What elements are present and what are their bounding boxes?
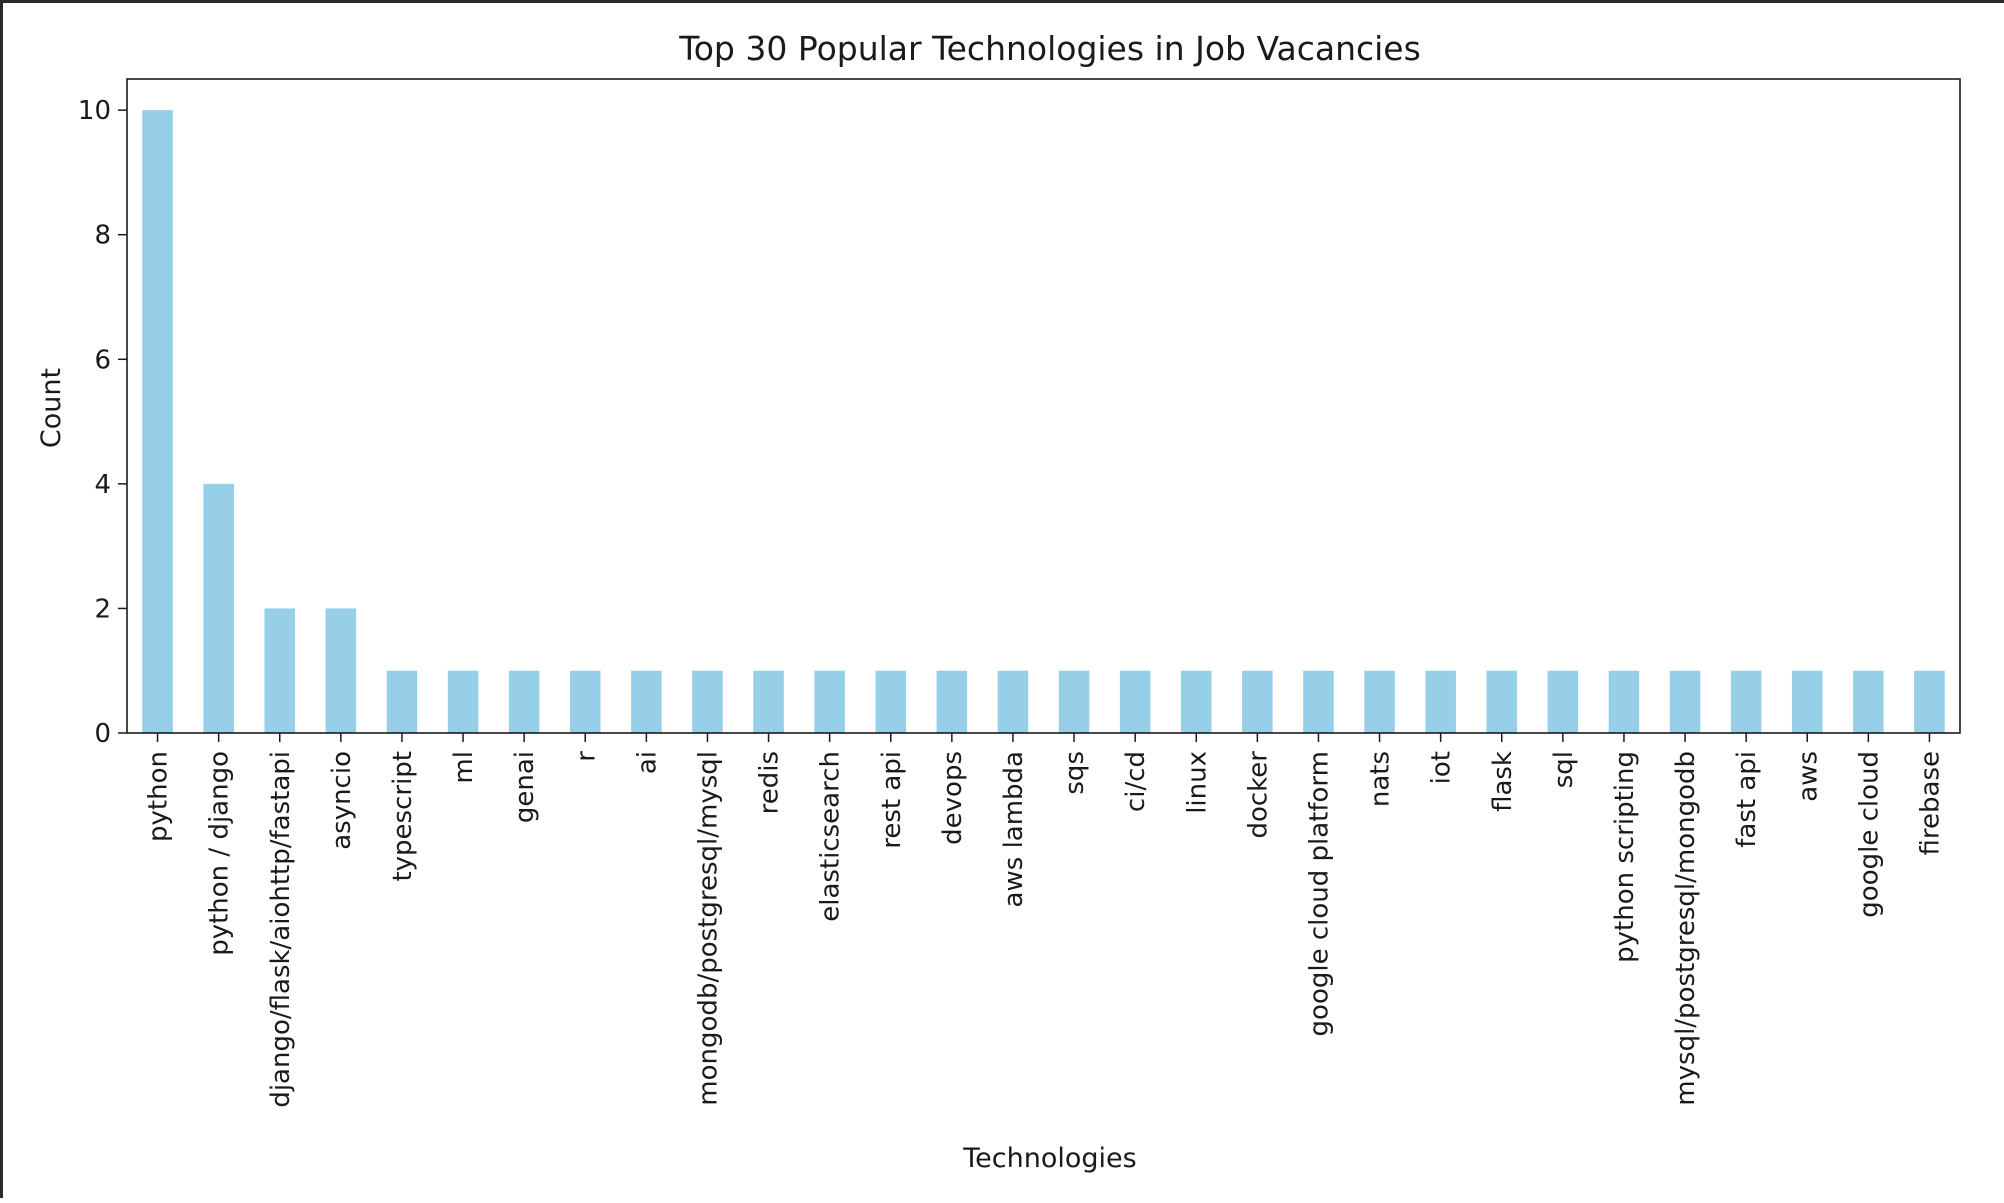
bar-5 [447, 670, 479, 733]
x-tick-label-13: devops [938, 751, 968, 845]
x-tick-label-2: django/flask/aiohttp/fastapi [266, 751, 296, 1108]
x-tick-label-28: google cloud [1854, 751, 1884, 918]
y-tick-label-3: 6 [94, 345, 111, 375]
x-tick-label-5: ml [449, 751, 479, 784]
y-axis-ticks: 0 2 4 6 8 10 [78, 96, 127, 749]
x-tick-label-17: linux [1182, 751, 1212, 814]
bar-27 [1791, 670, 1823, 733]
bars-group [142, 110, 1945, 733]
bar-29 [1914, 670, 1945, 733]
y-tick-label-2: 4 [94, 470, 111, 500]
bar-11 [814, 670, 845, 733]
bar-9 [692, 670, 723, 733]
x-tick-label-14: aws lambda [999, 751, 1029, 907]
bar-14 [997, 670, 1029, 733]
x-axis-label: Technologies [962, 1143, 1136, 1174]
bar-1 [203, 483, 234, 733]
x-axis-ticks: python python / django django/flask/aiohtt… [144, 733, 1945, 1108]
bar-16 [1119, 670, 1151, 733]
chart-canvas: Top 30 Popular Technologies in Job Vacan… [3, 3, 2004, 1198]
x-tick-label-27: aws [1793, 751, 1823, 802]
bar-24 [1608, 670, 1640, 733]
x-tick-label-29: firebase [1915, 751, 1945, 855]
bar-4 [386, 670, 418, 733]
x-tick-label-15: sqs [1060, 751, 1090, 795]
bar-26 [1730, 670, 1762, 733]
bar-8 [631, 670, 662, 733]
y-tick-label-1: 2 [94, 594, 111, 624]
bar-3 [325, 608, 357, 733]
bar-28 [1853, 670, 1884, 733]
bar-19 [1303, 670, 1334, 733]
y-tick-label-4: 8 [94, 221, 111, 251]
y-tick-label-0: 0 [94, 719, 111, 749]
bar-0 [142, 110, 173, 733]
x-tick-label-0: python [144, 751, 174, 842]
bar-10 [753, 670, 784, 733]
x-tick-label-21: iot [1427, 751, 1457, 784]
x-tick-label-8: ai [632, 751, 662, 774]
bar-15 [1058, 670, 1090, 733]
bar-18 [1242, 670, 1273, 733]
x-tick-label-7: r [571, 751, 601, 762]
x-tick-label-1: python / django [205, 751, 235, 956]
x-tick-label-18: docker [1243, 751, 1273, 839]
x-tick-label-12: rest api [877, 751, 907, 849]
bar-20 [1364, 670, 1395, 733]
bar-21 [1425, 670, 1456, 733]
y-axis-label: Count [36, 368, 67, 448]
bar-6 [508, 670, 540, 733]
x-tick-label-6: genai [510, 751, 540, 823]
x-tick-label-11: elasticsearch [816, 751, 846, 922]
x-tick-label-24: python scripting [1610, 751, 1640, 963]
x-tick-label-20: nats [1366, 751, 1396, 807]
x-tick-label-4: typescript [388, 751, 418, 882]
x-tick-label-26: fast api [1732, 751, 1762, 848]
x-tick-label-10: redis [755, 751, 785, 814]
bar-22 [1486, 670, 1518, 733]
bar-13 [936, 670, 968, 733]
x-tick-label-23: sql [1549, 751, 1579, 788]
bar-25 [1669, 670, 1701, 733]
bar-2 [264, 608, 296, 733]
x-tick-label-16: ci/cd [1121, 751, 1151, 812]
bar-7 [569, 670, 601, 733]
plot-frame [126, 78, 1961, 734]
x-tick-label-22: flask [1488, 751, 1518, 812]
bar-chart: Top 30 Popular Technologies in Job Vacan… [36, 29, 1961, 1174]
bar-17 [1180, 670, 1212, 733]
x-tick-label-9: mongodb/postgresql/mysql [693, 751, 723, 1106]
bar-23 [1547, 670, 1579, 733]
x-tick-label-19: google cloud platform [1304, 751, 1334, 1036]
x-tick-label-3: asyncio [327, 751, 357, 850]
y-tick-label-5: 10 [78, 96, 111, 126]
bar-12 [875, 670, 907, 733]
x-tick-label-25: mysql/postgresql/mongodb [1671, 751, 1701, 1106]
chart-title: Top 30 Popular Technologies in Job Vacan… [678, 29, 1421, 68]
